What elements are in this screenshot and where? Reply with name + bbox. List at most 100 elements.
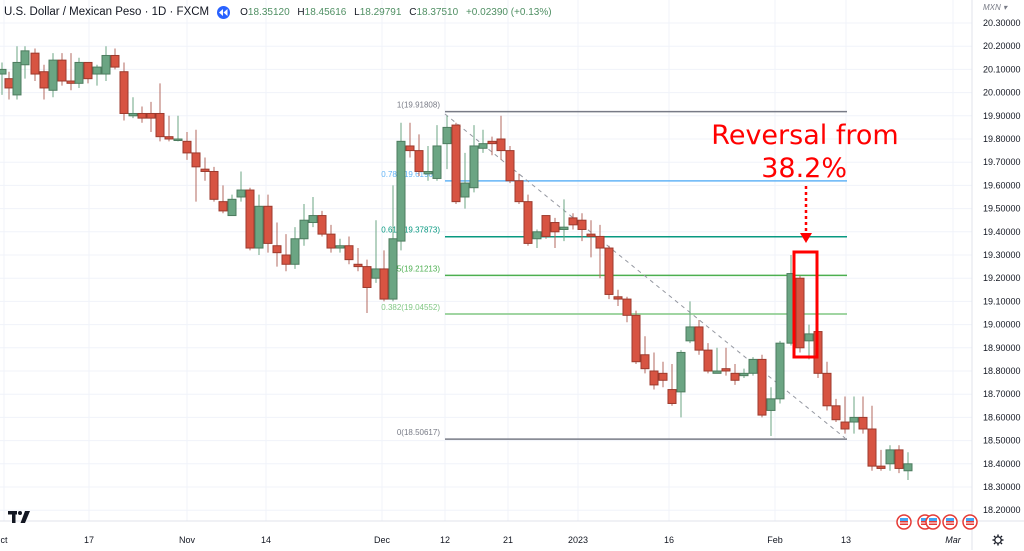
candle bbox=[200, 168, 210, 172]
candle bbox=[514, 180, 524, 203]
time-tick-label: Nov bbox=[179, 535, 196, 545]
candle bbox=[432, 145, 442, 179]
candle bbox=[423, 170, 433, 175]
price-tick-label: 19.80000 bbox=[983, 134, 1021, 144]
price-tick-label: 19.70000 bbox=[983, 157, 1021, 167]
event-flags[interactable] bbox=[896, 514, 978, 530]
price-tick-label: 20.30000 bbox=[983, 18, 1021, 28]
candle bbox=[92, 66, 102, 75]
price-tick-label: 19.90000 bbox=[983, 111, 1021, 121]
candle bbox=[532, 231, 542, 240]
candle bbox=[12, 61, 22, 96]
change-value: +0.02390 (+0.13%) bbox=[465, 6, 552, 18]
candle bbox=[137, 112, 147, 119]
candle bbox=[263, 205, 273, 244]
price-tick-label: 18.80000 bbox=[983, 366, 1021, 376]
fib-trendline[interactable] bbox=[444, 113, 846, 439]
open-value: 18.35120 bbox=[247, 6, 290, 18]
replay-rewind-icon[interactable] bbox=[217, 5, 231, 19]
price-tick-label: 19.30000 bbox=[983, 250, 1021, 260]
symbol-header: U.S. Dollar / Mexican Peso · 1D · FXCM O… bbox=[4, 4, 557, 20]
candle bbox=[703, 349, 713, 372]
time-tick-label: Dec bbox=[374, 535, 391, 545]
candle bbox=[775, 342, 785, 400]
chart-grid bbox=[0, 0, 972, 521]
candle bbox=[658, 372, 668, 381]
candle bbox=[245, 189, 255, 249]
tradingview-logo-icon[interactable] bbox=[8, 510, 32, 529]
us-flag-event-icon[interactable] bbox=[962, 514, 978, 530]
price-tick-label: 19.60000 bbox=[983, 180, 1021, 190]
candle bbox=[155, 112, 165, 138]
candlestick-series bbox=[0, 46, 913, 481]
candle bbox=[236, 189, 246, 198]
time-axis[interactable]: ct 17 Nov 14 Dec 12 21 2023 16 Feb 13 Mar bbox=[0, 535, 961, 545]
settings-gear-icon[interactable] bbox=[992, 533, 1004, 551]
us-flag-event-icon[interactable] bbox=[942, 514, 958, 530]
candle bbox=[353, 263, 363, 268]
candle bbox=[396, 140, 406, 242]
candle bbox=[379, 268, 389, 300]
close-value: 18.37510 bbox=[416, 6, 459, 18]
price-tick-label: 18.40000 bbox=[983, 459, 1021, 469]
candle bbox=[362, 266, 372, 288]
candle bbox=[640, 354, 650, 370]
time-tick-label: Feb bbox=[767, 535, 783, 545]
price-tick-label: 20.20000 bbox=[983, 41, 1021, 51]
fib-level-label: 0.5(19.21213) bbox=[390, 264, 440, 273]
candle bbox=[110, 54, 120, 68]
candle bbox=[496, 138, 506, 152]
candle bbox=[101, 54, 111, 75]
candle bbox=[685, 326, 695, 342]
fibonacci-retracement[interactable]: 1(19.91808) 0.786(19.61968) 0.618(19.37873… bbox=[381, 101, 847, 440]
currency-selector[interactable]: MXN ▾ bbox=[983, 3, 1008, 12]
candle bbox=[39, 71, 49, 89]
candle bbox=[66, 80, 76, 84]
candle bbox=[57, 59, 67, 82]
candle bbox=[550, 222, 560, 233]
candle bbox=[730, 372, 740, 381]
candle bbox=[119, 71, 129, 114]
candle bbox=[20, 50, 30, 66]
candle bbox=[191, 152, 201, 168]
price-tick-label: 19.10000 bbox=[983, 296, 1021, 306]
candle bbox=[30, 52, 40, 75]
time-tick-label: ct bbox=[0, 535, 8, 545]
us-flag-event-icon[interactable] bbox=[925, 514, 941, 530]
price-axis[interactable]: 20.30000 20.20000 20.10000 20.00000 19.90000… bbox=[983, 18, 1021, 515]
candle bbox=[613, 296, 623, 300]
candle bbox=[405, 145, 415, 152]
time-tick-label: 12 bbox=[440, 535, 450, 545]
candle bbox=[299, 219, 309, 240]
candle bbox=[254, 205, 264, 249]
candle bbox=[721, 368, 731, 372]
candle bbox=[0, 68, 7, 75]
candle bbox=[903, 463, 913, 472]
candle bbox=[272, 245, 282, 254]
candle bbox=[577, 219, 587, 230]
candle bbox=[894, 449, 904, 469]
us-flag-event-icon[interactable] bbox=[896, 514, 912, 530]
candle bbox=[218, 201, 228, 212]
candle bbox=[388, 238, 398, 300]
price-tick-label: 20.10000 bbox=[983, 64, 1021, 74]
candle bbox=[676, 351, 686, 393]
candle bbox=[559, 226, 569, 230]
candle bbox=[128, 112, 138, 117]
time-tick-label: 16 bbox=[664, 535, 674, 545]
candle bbox=[541, 215, 551, 237]
ohlc-values: O18.35120 H18.45616 L18.29791 C18.37510 … bbox=[240, 6, 552, 18]
candle bbox=[505, 150, 515, 182]
candle bbox=[83, 61, 93, 80]
high-value: 18.45616 bbox=[304, 6, 347, 18]
candle bbox=[694, 326, 704, 351]
candle bbox=[469, 145, 479, 189]
candle bbox=[649, 370, 659, 386]
candle bbox=[822, 372, 832, 407]
candle bbox=[867, 428, 877, 467]
candle bbox=[326, 233, 336, 249]
candle bbox=[451, 124, 461, 203]
symbol-title[interactable]: U.S. Dollar / Mexican Peso · 1D · FXCM bbox=[4, 6, 210, 18]
candle bbox=[568, 217, 578, 226]
